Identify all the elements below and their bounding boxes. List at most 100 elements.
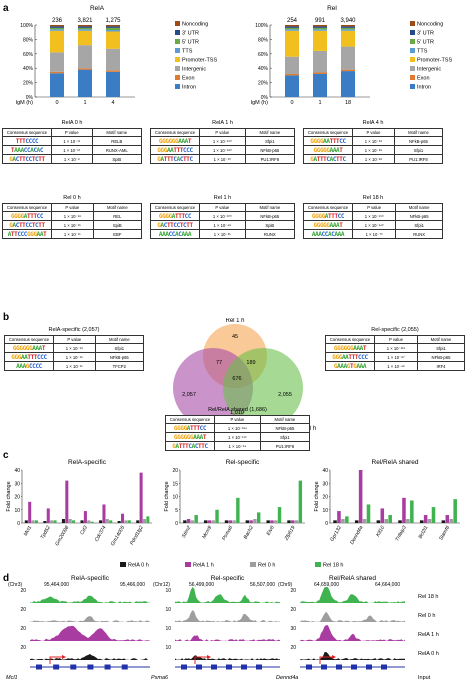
- table-header: Consensus sequence: [4, 335, 54, 344]
- table-row: GGGGGAAAT 1 × 10⁻¹⁴⁰ Sfpi1: [303, 220, 443, 230]
- venn-count: 189: [246, 360, 255, 366]
- stack-ytick: 20%: [258, 81, 269, 87]
- stack-ytick: 60%: [23, 52, 34, 58]
- motif-name: SpiB: [244, 220, 296, 230]
- fold-bar: [384, 519, 389, 523]
- table-header: Consensus sequence: [2, 128, 52, 137]
- fold-bar: [419, 520, 424, 523]
- table-header: P value: [352, 128, 395, 137]
- fold-bar: [28, 501, 32, 523]
- consensus-logo: GGGGGGAAAT: [150, 136, 200, 146]
- consensus-logo: GATTTCACTTC: [165, 441, 215, 451]
- stack-segment: [50, 30, 64, 53]
- track-group-title: Rel/RelA shared: [329, 575, 376, 582]
- fold-ytick: 5: [175, 508, 178, 514]
- table-header: P value: [374, 335, 418, 344]
- fold-bar: [61, 519, 65, 523]
- consensus-logo: GGGAATTTCCC: [325, 352, 375, 362]
- p-value: 1 × 10⁻¹¹: [51, 136, 93, 146]
- fold-bar: [53, 520, 57, 523]
- table-row: GGGGATTTCC 1 × 10⁻¹⁸ REL: [2, 211, 143, 221]
- p-value: 1 × 10⁻⁵⁵: [352, 145, 395, 155]
- track-signal: [175, 587, 280, 603]
- table-row: GACTTCCTCTT 1 × 10⁻⁴⁸ SpiB: [150, 220, 296, 230]
- stack-segment: [106, 30, 120, 32]
- fold-bar: [87, 520, 91, 523]
- table-row: ATTCCCGGGAAT 1 × 10⁻¹¹ EBF: [2, 229, 143, 239]
- motif-name: RUNX-AML: [91, 145, 143, 155]
- fold-chart-title: Rel-specific: [226, 459, 260, 466]
- fold-legend-label: Rel 18 h: [323, 563, 344, 569]
- gene-exon: [121, 664, 128, 670]
- fold-bar: [388, 515, 392, 523]
- fold-bar: [298, 480, 303, 523]
- table-header: Motif name: [393, 128, 444, 137]
- table-header: P value: [199, 203, 246, 212]
- venn-count: 77: [216, 360, 222, 366]
- p-value: 1 × 10⁻¹¹: [53, 361, 96, 371]
- motif-name: RUNX: [395, 229, 443, 239]
- stack-legend-label: Exon: [182, 76, 195, 82]
- stack-chart-title: RelA: [90, 5, 105, 12]
- fold-legend-swatch: [250, 562, 256, 567]
- consensus-logo: GGGGATTTCC: [2, 211, 52, 221]
- stack-category: 1: [318, 100, 321, 106]
- track-group-title: RelA-specific: [71, 575, 110, 582]
- stack-ytick: 40%: [23, 66, 34, 72]
- motif-table: Consensus sequence P value Motif name GGGGA…: [150, 203, 296, 239]
- fold-bar: [127, 520, 131, 523]
- stack-legend-label: Intron: [417, 85, 431, 91]
- p-value: 1 × 10⁻⁴⁸: [199, 220, 246, 230]
- gene-exon: [181, 664, 187, 670]
- stack-legend-label: Intergenic: [182, 67, 206, 73]
- stack-segment: [285, 29, 299, 31]
- fold-bar: [207, 520, 212, 523]
- fold-bar: [142, 519, 147, 523]
- motif-table-title: Rel 1 h: [213, 195, 232, 201]
- fold-bar: [245, 520, 250, 523]
- motif-table: Consensus sequence P value Motif name GGGGG…: [150, 128, 296, 164]
- p-value: 1 × 10⁻¹¹⁵: [374, 343, 418, 353]
- p-value: 1 × 10⁻¹⁰⁰: [199, 211, 246, 221]
- stack-ytick: 100%: [20, 23, 33, 29]
- stack-segment: [285, 25, 299, 27]
- motif-name: NFkB-p65: [259, 423, 311, 433]
- stack-ytick: 0%: [261, 95, 269, 101]
- fold-bar: [83, 511, 87, 523]
- fold-ytick: 40: [14, 468, 20, 474]
- tss-arrow: [194, 656, 207, 664]
- fold-bar: [341, 519, 345, 523]
- fold-ytick: 20: [172, 468, 178, 474]
- p-value: 1 × 10⁻¹¹: [51, 229, 94, 239]
- fold-ylabel: Fold change: [314, 481, 320, 511]
- fold-bar: [203, 520, 208, 523]
- motif-table-title: RelA 1 h: [212, 120, 233, 126]
- gene-exon: [321, 664, 327, 670]
- gene-exon: [336, 664, 342, 670]
- fold-bar: [287, 520, 291, 523]
- consensus-logo: GGGGATTTCC: [303, 211, 353, 221]
- stack-top-count: 3,940: [340, 18, 356, 24]
- panel-letter-b: b: [3, 312, 10, 323]
- table-header: Motif name: [259, 415, 311, 424]
- table-header: P value: [51, 128, 93, 137]
- motif-name: PU1:IRF8: [244, 154, 296, 164]
- fold-bar: [453, 499, 457, 523]
- fold-ytick: 0: [17, 521, 20, 527]
- fold-category: Psma6: [221, 525, 234, 542]
- fold-category: Pdcd1lg2: [129, 525, 145, 546]
- fold-bar: [109, 520, 113, 523]
- stack-segment: [313, 50, 327, 73]
- track-coord1: 64,659,000: [314, 582, 339, 588]
- consensus-logo: TTTCCCC: [2, 136, 52, 146]
- p-value: 1 × 10⁻¹¹⁹: [214, 432, 261, 442]
- fold-bar: [354, 520, 359, 523]
- stack-segment: [78, 25, 92, 27]
- track-coord2: 64,664,000: [375, 582, 400, 588]
- motif-name: Sfpi1: [416, 343, 466, 353]
- stack-legend-swatch: [410, 30, 415, 35]
- fold-bar: [449, 519, 454, 523]
- gene-exon: [104, 664, 111, 670]
- consensus-logo: GACTTCCTCTT: [2, 154, 52, 164]
- fold-bar: [136, 520, 140, 523]
